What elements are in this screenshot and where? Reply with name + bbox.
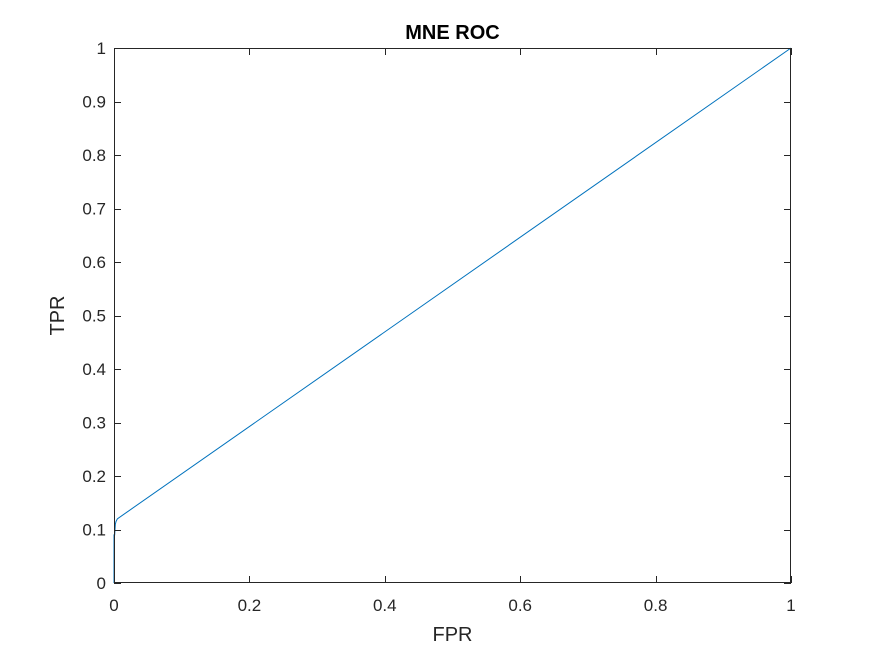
axes-layer [114,48,791,583]
y-tick-label: 0.2 [82,467,106,486]
x-tick-label: 0.4 [373,596,397,615]
y-tick-label: 0 [97,574,106,593]
y-tick-label: 0.6 [82,253,106,272]
y-tick-label: 1 [97,39,106,58]
y-tick-label: 0.7 [82,200,106,219]
y-tick-label: 0.8 [82,146,106,165]
chart-title: MNE ROC [405,22,499,44]
y-tick-label: 0.4 [82,360,106,379]
x-tick-label: 0.6 [508,596,532,615]
y-tick-label: 0.5 [82,307,106,326]
y-tick-label: 0.1 [82,521,106,540]
axes-box [114,48,791,583]
x-tick-label: 0.2 [238,596,262,615]
y-axis-ticks: 0 0.1 0.2 0.3 0.4 0.5 0.6 0.7 0.8 0.9 1 [82,39,791,593]
plot-area [114,48,791,583]
x-axis-label: FPR [433,624,473,646]
x-tick-label: 0 [109,596,118,615]
x-axis-ticks: 0 0.2 0.4 0.6 0.8 1 [109,48,796,615]
y-tick-label: 0.3 [82,414,106,433]
x-tick-label: 1 [786,596,795,615]
y-tick-label: 0.9 [82,93,106,112]
y-axis-label: TPR [47,296,69,336]
x-tick-label: 0.8 [644,596,668,615]
